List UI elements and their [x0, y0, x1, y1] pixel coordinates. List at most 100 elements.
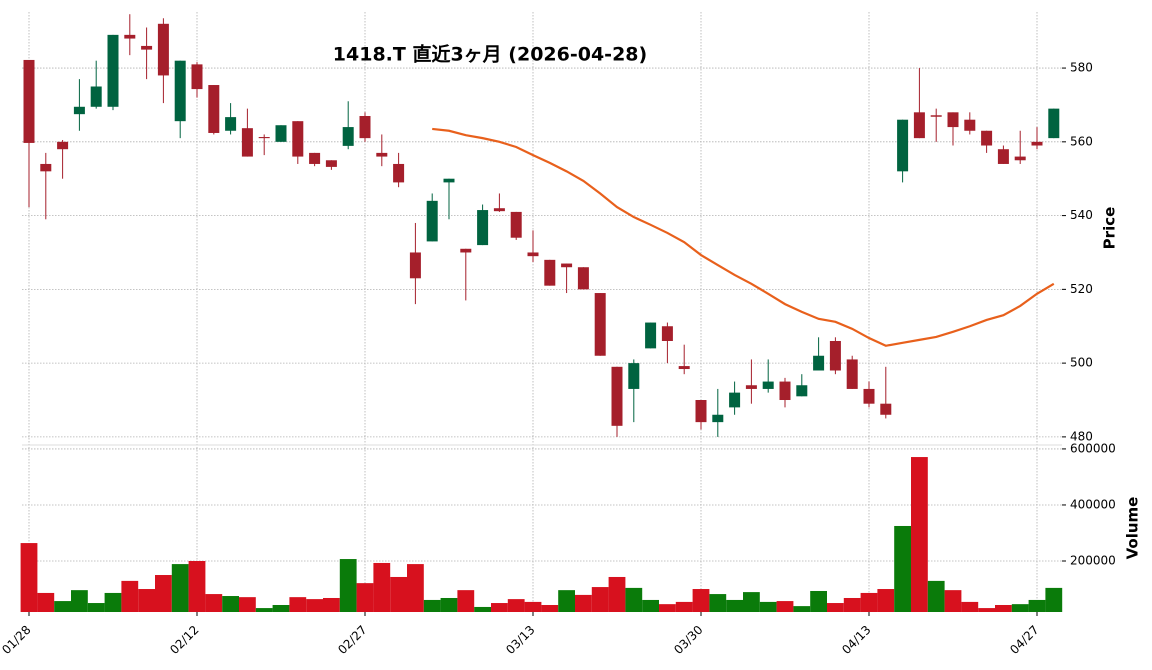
candle-body — [208, 85, 220, 133]
candle-body — [594, 293, 606, 356]
x-tick-label: 03/13 — [503, 623, 537, 657]
volume-bar — [491, 603, 508, 612]
candle-body — [964, 119, 976, 131]
volume-bar — [306, 599, 323, 612]
candle-body — [527, 252, 539, 257]
volume-bar — [759, 601, 777, 612]
candle-body — [23, 59, 35, 143]
candle-body — [241, 128, 253, 157]
candle-body — [863, 388, 875, 404]
volume-tick-label: 200000 — [1070, 554, 1116, 568]
candle-body — [1048, 108, 1060, 139]
volume-bar — [961, 601, 979, 612]
volume-bar — [894, 525, 911, 612]
x-tick-label: 03/30 — [671, 623, 705, 657]
volume-bar — [558, 590, 575, 612]
candle-body — [359, 116, 371, 139]
volume-bar — [71, 590, 88, 612]
candle-body — [124, 34, 136, 39]
y-tick-label: 520 — [1070, 282, 1093, 296]
volume-bar — [675, 601, 693, 612]
candle-body — [275, 125, 287, 142]
volume-bar — [239, 597, 256, 612]
volume-bar — [407, 564, 424, 612]
volume-bar — [743, 592, 760, 612]
candle-body — [191, 64, 203, 90]
candle-body — [997, 149, 1009, 164]
candle-body — [544, 259, 556, 286]
y-tick-label: 580 — [1070, 61, 1093, 75]
candle-body — [493, 208, 505, 212]
volume-bar — [121, 580, 139, 612]
x-tick-label: 04/13 — [839, 623, 873, 657]
candle-body — [645, 322, 657, 349]
candle-body — [57, 141, 69, 150]
candle-body — [460, 248, 472, 253]
candle-body — [729, 392, 741, 408]
volume-bar — [171, 564, 189, 612]
candle-body — [846, 359, 858, 389]
y-tick-label: 560 — [1070, 134, 1093, 148]
volume-bar — [289, 597, 307, 612]
y-tick-label: 480 — [1070, 429, 1093, 443]
volume-bar — [323, 597, 340, 612]
candle-body — [107, 34, 119, 107]
volume-bar — [709, 594, 727, 612]
volume-bar — [373, 562, 391, 612]
volume-bar — [776, 601, 794, 612]
candle-body — [661, 326, 673, 341]
candle-body — [947, 112, 959, 128]
volume-bar — [20, 543, 38, 612]
volume-bar — [591, 587, 609, 612]
volume-bar — [255, 608, 273, 612]
volume-bar — [1028, 599, 1046, 612]
candle-body — [409, 252, 421, 279]
candle-body — [342, 127, 354, 146]
candle-body — [762, 381, 774, 389]
candle-body — [174, 60, 186, 122]
chart-title: 1418.T 直近3ヶ月 (2026-04-28) — [333, 43, 647, 66]
volume-bar — [222, 596, 239, 612]
volume-bar — [659, 604, 676, 612]
volume-bar — [642, 599, 659, 612]
volume-bar — [188, 561, 206, 612]
volume-bar — [1045, 587, 1063, 612]
candle-body — [712, 414, 724, 423]
volume-bar — [440, 597, 458, 612]
volume-bar — [524, 601, 542, 612]
volume-bar — [575, 594, 592, 612]
volume-bar — [87, 603, 105, 612]
volume-bar — [390, 576, 407, 612]
candle-body — [376, 152, 388, 157]
volume-bar — [978, 608, 995, 612]
volume-bar — [944, 590, 962, 612]
candle-body — [325, 160, 337, 167]
volume-bar — [810, 590, 827, 612]
volume-bar — [793, 606, 811, 612]
volume-bar — [692, 589, 710, 612]
volume-bar — [356, 583, 374, 612]
candle-body — [930, 115, 942, 117]
volume-bar — [726, 599, 743, 612]
candle-body — [813, 355, 825, 371]
volume-bar — [860, 592, 878, 612]
volume-bar — [608, 576, 626, 612]
volume-bar — [827, 603, 844, 612]
candle-body — [73, 106, 85, 115]
volume-bar — [104, 592, 122, 612]
candle-body — [913, 112, 925, 139]
x-tick-label: 04/27 — [1007, 623, 1041, 657]
candle-body — [1014, 156, 1026, 161]
candle-body — [443, 178, 455, 183]
candle-body — [981, 130, 993, 146]
volume-bar — [37, 592, 55, 612]
volume-bar — [54, 601, 71, 612]
y-tick-label: 540 — [1070, 208, 1093, 222]
candle-body — [695, 400, 707, 423]
candle-body — [393, 163, 405, 183]
volume-bar — [625, 587, 643, 612]
candle-body — [292, 121, 304, 157]
candle-body — [141, 45, 153, 50]
volume-bar — [205, 594, 223, 612]
